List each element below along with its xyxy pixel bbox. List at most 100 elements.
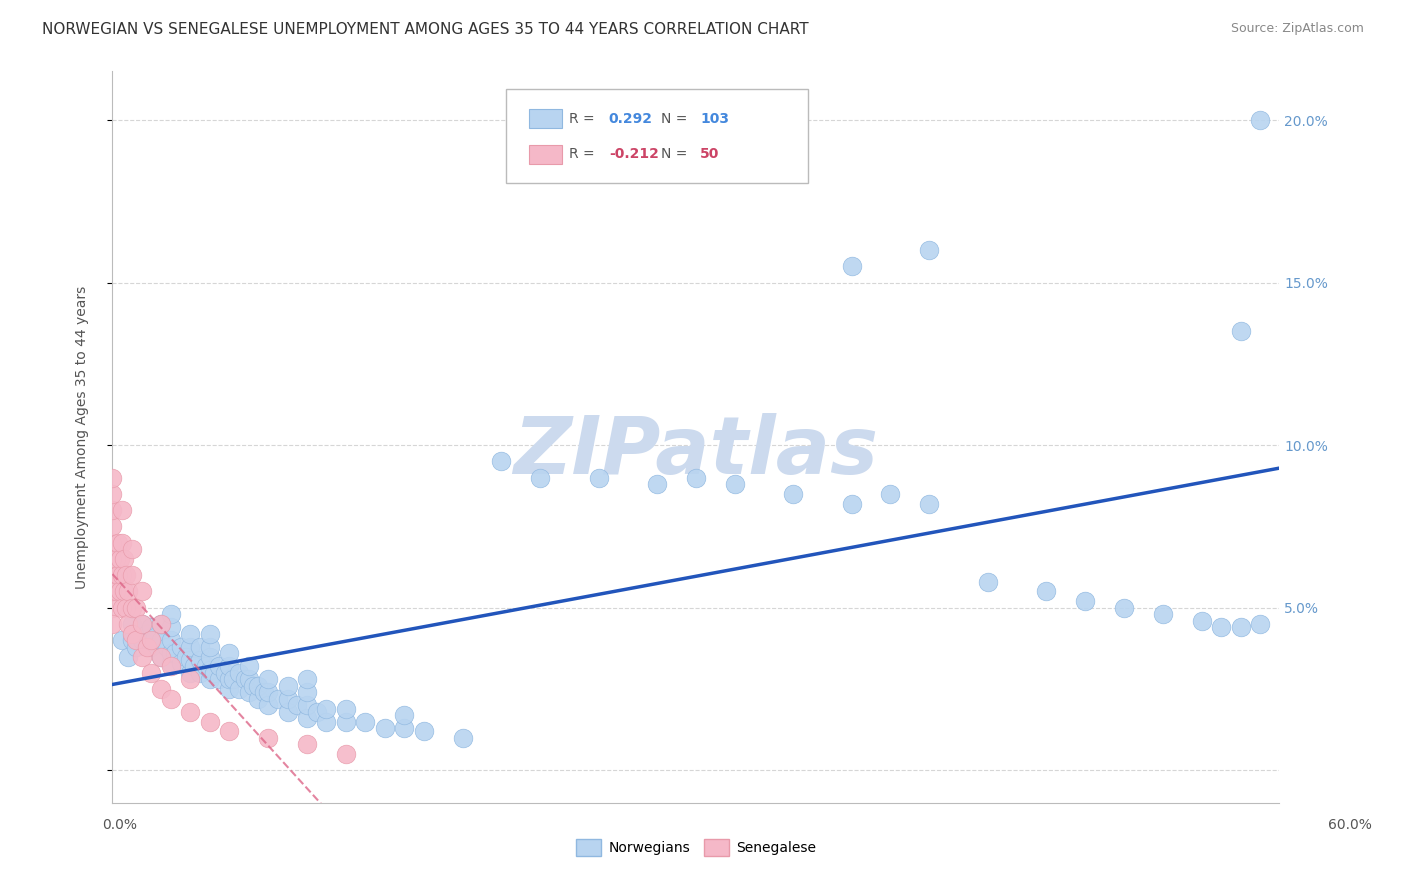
Point — [782, 487, 804, 501]
Point — [131, 617, 153, 632]
Point — [111, 633, 134, 648]
Point — [141, 640, 163, 654]
Point — [285, 698, 308, 713]
Legend: Norwegians, Senegalese: Norwegians, Senegalese — [571, 834, 821, 862]
Point — [295, 673, 318, 687]
Point — [150, 649, 173, 664]
Point — [354, 714, 377, 729]
Point — [101, 487, 124, 501]
Point — [101, 600, 124, 615]
Point — [121, 568, 143, 582]
Point — [242, 679, 264, 693]
Point — [645, 477, 668, 491]
Point — [918, 497, 941, 511]
Point — [188, 665, 211, 680]
Point — [136, 640, 159, 654]
Point — [1074, 594, 1097, 608]
Point — [238, 685, 260, 699]
Point — [841, 260, 863, 274]
Point — [222, 673, 245, 687]
Point — [228, 681, 250, 696]
Point — [257, 673, 280, 687]
Point — [183, 659, 205, 673]
Point — [412, 724, 434, 739]
Point — [295, 711, 318, 725]
Point — [110, 552, 132, 566]
Point — [121, 626, 143, 640]
Point — [179, 673, 201, 687]
Point — [176, 649, 198, 664]
Point — [198, 714, 221, 729]
Point — [111, 503, 134, 517]
Point — [1229, 325, 1251, 339]
Point — [394, 721, 416, 735]
Point — [1191, 614, 1213, 628]
Point — [121, 633, 143, 648]
Point — [276, 705, 298, 719]
Point — [202, 665, 225, 680]
Point — [198, 626, 221, 640]
Text: 0.292: 0.292 — [609, 112, 652, 126]
Point — [101, 519, 124, 533]
Point — [117, 584, 139, 599]
Point — [253, 685, 276, 699]
Point — [125, 633, 148, 648]
Point — [247, 691, 270, 706]
Point — [1035, 584, 1057, 599]
Point — [724, 477, 747, 491]
Point — [179, 705, 201, 719]
Point — [160, 620, 183, 634]
Point — [160, 656, 183, 670]
Point — [1249, 113, 1271, 128]
Point — [188, 640, 211, 654]
Point — [1249, 617, 1271, 632]
Point — [295, 685, 318, 699]
Point — [188, 653, 211, 667]
Point — [112, 552, 135, 566]
Point — [394, 708, 416, 723]
Point — [117, 617, 139, 632]
Point — [121, 600, 143, 615]
Point — [141, 620, 163, 634]
Point — [295, 698, 318, 713]
Point — [112, 584, 135, 599]
Point — [169, 656, 191, 670]
Text: 50: 50 — [700, 147, 720, 161]
Point — [101, 584, 124, 599]
Point — [131, 633, 153, 648]
Point — [198, 663, 221, 677]
Point — [1152, 607, 1174, 622]
Point — [143, 630, 166, 644]
Point — [131, 649, 153, 664]
Point — [208, 659, 231, 673]
Point — [233, 673, 256, 687]
Point — [315, 714, 337, 729]
Point — [879, 487, 901, 501]
Point — [125, 640, 148, 654]
Text: -0.212: -0.212 — [609, 147, 658, 161]
Point — [160, 691, 183, 706]
Point — [125, 600, 148, 615]
Point — [685, 471, 707, 485]
Point — [218, 724, 240, 739]
Point — [179, 640, 201, 654]
Text: 103: 103 — [700, 112, 730, 126]
Point — [141, 665, 163, 680]
Point — [150, 633, 173, 648]
Point — [150, 617, 173, 632]
Point — [374, 721, 396, 735]
Point — [335, 747, 357, 761]
Point — [588, 471, 610, 485]
Point — [218, 646, 240, 660]
Point — [1209, 620, 1232, 634]
Point — [247, 679, 270, 693]
Text: N =: N = — [661, 112, 692, 126]
Point — [451, 731, 474, 745]
Point — [179, 665, 201, 680]
Point — [198, 640, 221, 654]
Text: Source: ZipAtlas.com: Source: ZipAtlas.com — [1230, 22, 1364, 36]
Text: NORWEGIAN VS SENEGALESE UNEMPLOYMENT AMONG AGES 35 TO 44 YEARS CORRELATION CHART: NORWEGIAN VS SENEGALESE UNEMPLOYMENT AMO… — [42, 22, 808, 37]
Point — [101, 471, 124, 485]
Point — [101, 552, 124, 566]
Point — [179, 653, 201, 667]
